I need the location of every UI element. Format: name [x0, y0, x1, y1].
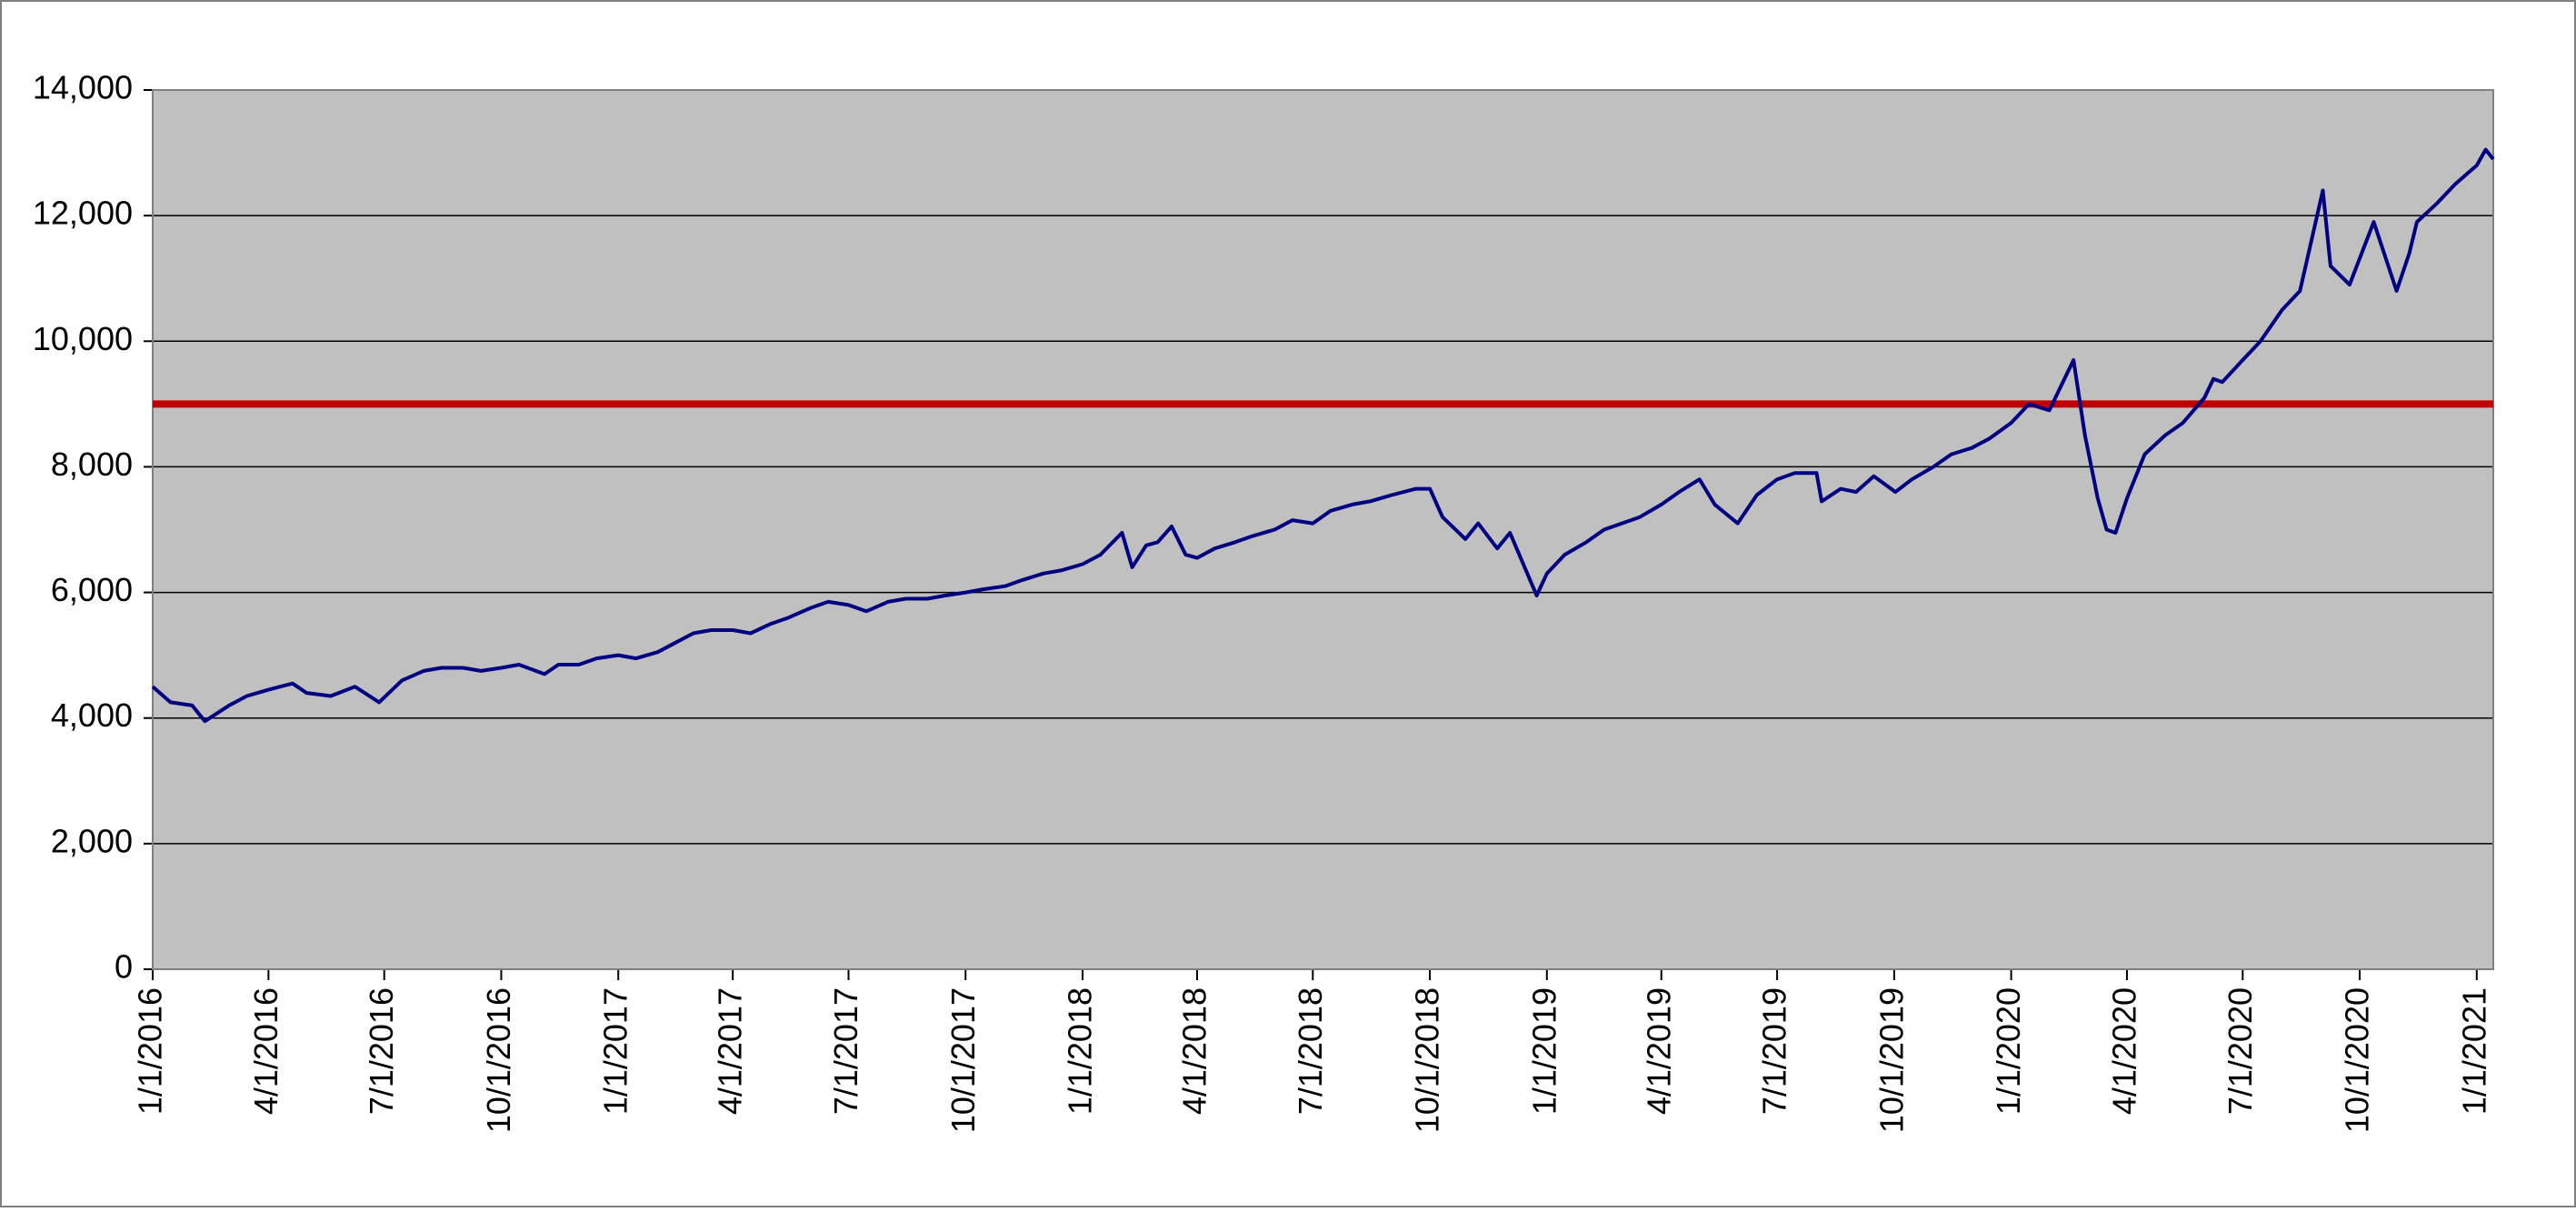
x-tick-label: 1/1/2017: [597, 987, 634, 1115]
x-tick-label: 10/1/2018: [1409, 987, 1446, 1133]
x-tick-label: 1/1/2018: [1062, 987, 1099, 1115]
x-tick-label: 1/1/2021: [2455, 987, 2492, 1115]
x-tick-label: 4/1/2019: [1640, 987, 1677, 1115]
x-tick-label: 10/1/2020: [2339, 987, 2376, 1133]
x-tick-label: 1/1/2019: [1525, 987, 1563, 1115]
x-tick-label: 7/1/2016: [363, 987, 400, 1115]
x-tick-label: 1/1/2016: [132, 987, 169, 1115]
y-tick-label: 10,000: [33, 320, 133, 357]
y-tick-label: 6,000: [51, 571, 133, 608]
x-tick-label: 7/1/2020: [2222, 987, 2259, 1115]
x-tick-label: 4/1/2018: [1175, 987, 1213, 1115]
x-tick-label: 4/1/2020: [2105, 987, 2142, 1115]
x-tick-label: 1/1/2020: [1990, 987, 2027, 1115]
y-tick-label: 2,000: [51, 822, 133, 859]
x-tick-label: 10/1/2019: [1872, 987, 1910, 1133]
series-line: [151, 147, 2495, 724]
y-tick-label: 8,000: [51, 446, 133, 483]
x-tick-label: 7/1/2017: [827, 987, 864, 1115]
x-tick-label: 4/1/2017: [712, 987, 749, 1115]
y-tick-label: 4,000: [51, 696, 133, 734]
x-tick-label: 7/1/2018: [1292, 987, 1329, 1115]
x-tick-label: 7/1/2019: [1756, 987, 1793, 1115]
x-tick-label: 10/1/2017: [944, 987, 982, 1133]
x-tick-label: 4/1/2016: [247, 987, 285, 1115]
plot-area: [153, 90, 2493, 969]
y-tick-label: 12,000: [33, 195, 133, 232]
x-tick-label: 10/1/2016: [480, 987, 517, 1133]
plot-frame: [152, 89, 2494, 970]
y-tick-label: 0: [115, 948, 133, 986]
y-tick-label: 14,000: [33, 69, 133, 106]
